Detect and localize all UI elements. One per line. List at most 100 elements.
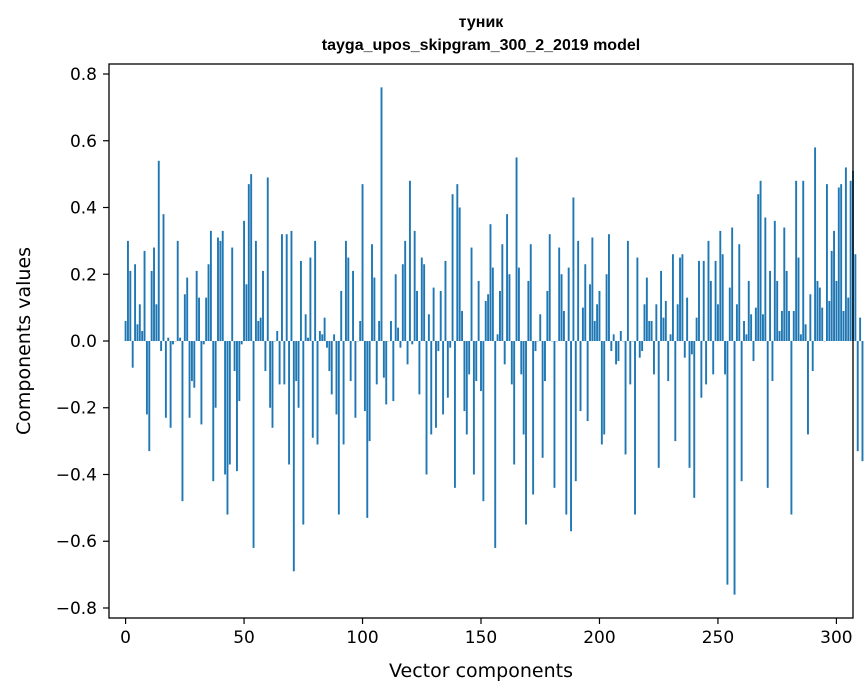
bar-302	[840, 184, 843, 341]
bar-51	[245, 284, 248, 341]
bar-122	[413, 230, 416, 341]
bar-153	[487, 294, 490, 341]
bar-194	[584, 264, 587, 341]
bar-40	[219, 240, 222, 341]
x-tick-label-0: 0	[120, 628, 131, 648]
bar-158	[499, 290, 501, 341]
bar-291	[814, 147, 817, 341]
bar-128	[427, 314, 430, 341]
chart-title-line1: туник	[459, 14, 505, 31]
bar-184	[560, 274, 563, 341]
bar-154	[489, 224, 492, 341]
x-tick-label-200: 200	[583, 628, 615, 648]
bar-231	[671, 254, 674, 341]
bar-4	[134, 264, 137, 341]
bar-1	[127, 240, 129, 341]
bar-228	[664, 300, 667, 341]
bar-33	[202, 341, 205, 345]
bar-247	[709, 280, 712, 341]
bar-286	[802, 180, 805, 341]
bar-165	[515, 157, 518, 341]
bar-198	[593, 320, 596, 341]
bar-155	[491, 267, 494, 341]
bar-13	[155, 304, 158, 341]
bar-226	[660, 270, 663, 341]
bar-134	[442, 341, 445, 415]
bar-62	[271, 341, 274, 428]
bar-49	[240, 341, 243, 345]
bar-234	[679, 257, 681, 341]
bar-5	[136, 324, 139, 341]
bar-118	[404, 240, 407, 341]
bar-103	[368, 341, 371, 442]
bar-290	[811, 341, 814, 372]
bar-288	[807, 341, 809, 435]
bar-278	[783, 227, 786, 341]
bar-260	[740, 341, 743, 482]
bar-79	[311, 341, 314, 438]
bar-262	[745, 334, 748, 341]
bar-261	[743, 320, 745, 341]
bar-250	[716, 304, 719, 341]
bar-215	[634, 341, 636, 515]
bar-46	[233, 341, 236, 372]
bar-208	[617, 341, 620, 362]
bar-64	[276, 330, 279, 341]
bar-151	[482, 341, 485, 502]
bar-105	[373, 277, 376, 341]
bar-114	[394, 274, 397, 341]
bar-191	[577, 240, 580, 341]
bar-97	[354, 341, 357, 418]
bar-225	[657, 341, 660, 468]
x-tick-label-100: 100	[346, 628, 378, 648]
bar-253	[724, 341, 726, 375]
bar-139	[453, 341, 456, 488]
bar-265	[752, 341, 755, 362]
bar-213	[629, 341, 632, 385]
bar-248	[712, 341, 715, 375]
bar-94	[347, 257, 350, 341]
bar-75	[302, 341, 305, 525]
bar-11	[150, 270, 153, 341]
bar-239	[690, 341, 693, 355]
bar-305	[847, 297, 850, 341]
bar-90	[337, 341, 340, 515]
bar-117	[401, 264, 404, 341]
bar-277	[780, 310, 783, 341]
bar-274	[773, 220, 776, 341]
bar-26	[186, 277, 189, 341]
bar-169	[525, 341, 527, 525]
bar-37	[212, 341, 215, 482]
bar-304	[844, 167, 847, 341]
bar-177	[544, 341, 546, 382]
bar-47	[236, 341, 238, 472]
x-axis-ticks: 0 50 100 150 200 250 300	[120, 618, 853, 648]
bar-7	[141, 330, 144, 341]
bar-296	[825, 184, 828, 341]
bar-109	[382, 341, 385, 378]
bar-229	[667, 341, 670, 382]
bar-258	[735, 304, 738, 341]
bar-308	[854, 254, 857, 341]
bar-66	[281, 234, 283, 341]
bar-148	[475, 341, 478, 382]
bar-161	[506, 214, 509, 341]
bar-299	[833, 230, 835, 341]
bar-197	[591, 237, 594, 341]
bar-218	[641, 341, 644, 352]
bar-190	[574, 341, 577, 482]
bar-270	[764, 217, 767, 341]
bar-236	[683, 341, 686, 358]
bar-135	[444, 260, 447, 341]
bar-36	[209, 230, 212, 341]
chart-title-line2: tayga_upos_skipgram_300_2_2019 model	[322, 37, 640, 54]
bar-287	[804, 324, 807, 341]
bars-group	[124, 87, 864, 595]
x-tick-label-300: 300	[820, 628, 852, 648]
bar-268	[759, 180, 762, 341]
bar-52	[247, 184, 250, 341]
bar-84	[323, 317, 326, 341]
bar-309	[856, 341, 859, 452]
bar-67	[283, 341, 286, 385]
